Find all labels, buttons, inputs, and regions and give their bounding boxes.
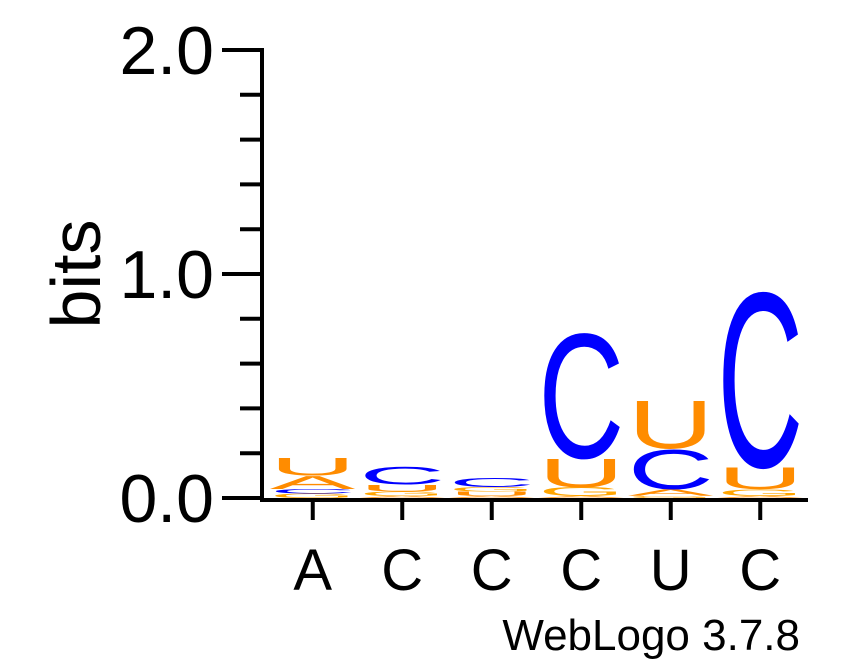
logo-letter-g: G — [538, 484, 624, 498]
y-ticks: 0.0 1.0 2.0 — [119, 13, 262, 537]
logo-letter-glyph: U — [270, 453, 356, 481]
logo-letter-u: U — [538, 450, 624, 496]
logo-letter-c: C — [717, 241, 803, 521]
y-axis-label: bits — [37, 220, 115, 329]
y-tick-label: 1.0 — [119, 237, 214, 313]
logo-letter-glyph: G — [628, 495, 714, 499]
logo-letter-a: A — [717, 495, 803, 498]
logo-letter-a: A — [449, 495, 535, 498]
logo-letter-glyph: A — [270, 472, 356, 493]
logo-letter-glyph: G — [717, 487, 803, 498]
logo-letter-glyph: C — [270, 488, 356, 495]
logo-letter-glyph: C — [717, 241, 803, 521]
logo-letter-glyph: U — [717, 461, 803, 496]
logo-letter-u: U — [717, 461, 803, 496]
logo-letter-a: A — [538, 495, 624, 498]
logo-letter-g: G — [717, 487, 803, 498]
x-tick-label: C — [381, 538, 423, 603]
logo-letter-u: U — [449, 490, 535, 497]
logo-letter-glyph: G — [359, 490, 445, 497]
x-tick-label: C — [560, 538, 602, 603]
logo-letter-c: C — [270, 488, 356, 495]
logo-letter-glyph: U — [449, 490, 535, 497]
x-tick-label: C — [739, 538, 781, 603]
logo-letter-glyph: A — [717, 495, 803, 498]
logo-letter-u: U — [628, 386, 714, 463]
logo-letter-glyph: A — [449, 495, 535, 498]
logo-letter-a: A — [628, 487, 714, 497]
logo-letter-glyph: C — [538, 298, 624, 497]
logo-letter-glyph: G — [270, 492, 356, 499]
logo-letter-c: C — [538, 298, 624, 497]
logo-letter-glyph: G — [538, 484, 624, 498]
logo-letter-c: C — [449, 475, 535, 489]
logo-letter-u: U — [270, 453, 356, 481]
y-tick-label: 2.0 — [119, 13, 214, 89]
logo-letter-u: U — [359, 483, 445, 493]
logo-letter-a: A — [270, 472, 356, 493]
x-tick-label: U — [650, 538, 692, 603]
logo-letter-c: C — [628, 438, 714, 501]
logo-letter-g: G — [359, 490, 445, 497]
y-tick-label: 0.0 — [119, 461, 214, 537]
logo-letter-glyph: C — [359, 462, 445, 490]
logo-letter-glyph: A — [628, 487, 714, 497]
logo-letter-glyph: U — [628, 386, 714, 463]
logo-letter-g: G — [449, 486, 535, 493]
x-tick-label: C — [471, 538, 513, 603]
weblogo-caption: WebLogo 3.7.8 — [502, 611, 800, 660]
logo-letter-glyph: U — [538, 450, 624, 496]
logo-letter-a: A — [359, 495, 445, 498]
logo-letter-g: G — [628, 495, 714, 499]
logo-letter-c: C — [359, 462, 445, 490]
logo-letter-glyph: A — [359, 495, 445, 498]
x-tick-label: A — [293, 538, 332, 603]
logo-letter-glyph: G — [449, 486, 535, 493]
logo-letter-glyph: U — [359, 483, 445, 493]
logo-letter-glyph: A — [538, 495, 624, 498]
logo-letter-glyph: C — [449, 475, 535, 489]
logo-letter-g: G — [270, 492, 356, 499]
logo-letter-glyph: C — [628, 438, 714, 501]
